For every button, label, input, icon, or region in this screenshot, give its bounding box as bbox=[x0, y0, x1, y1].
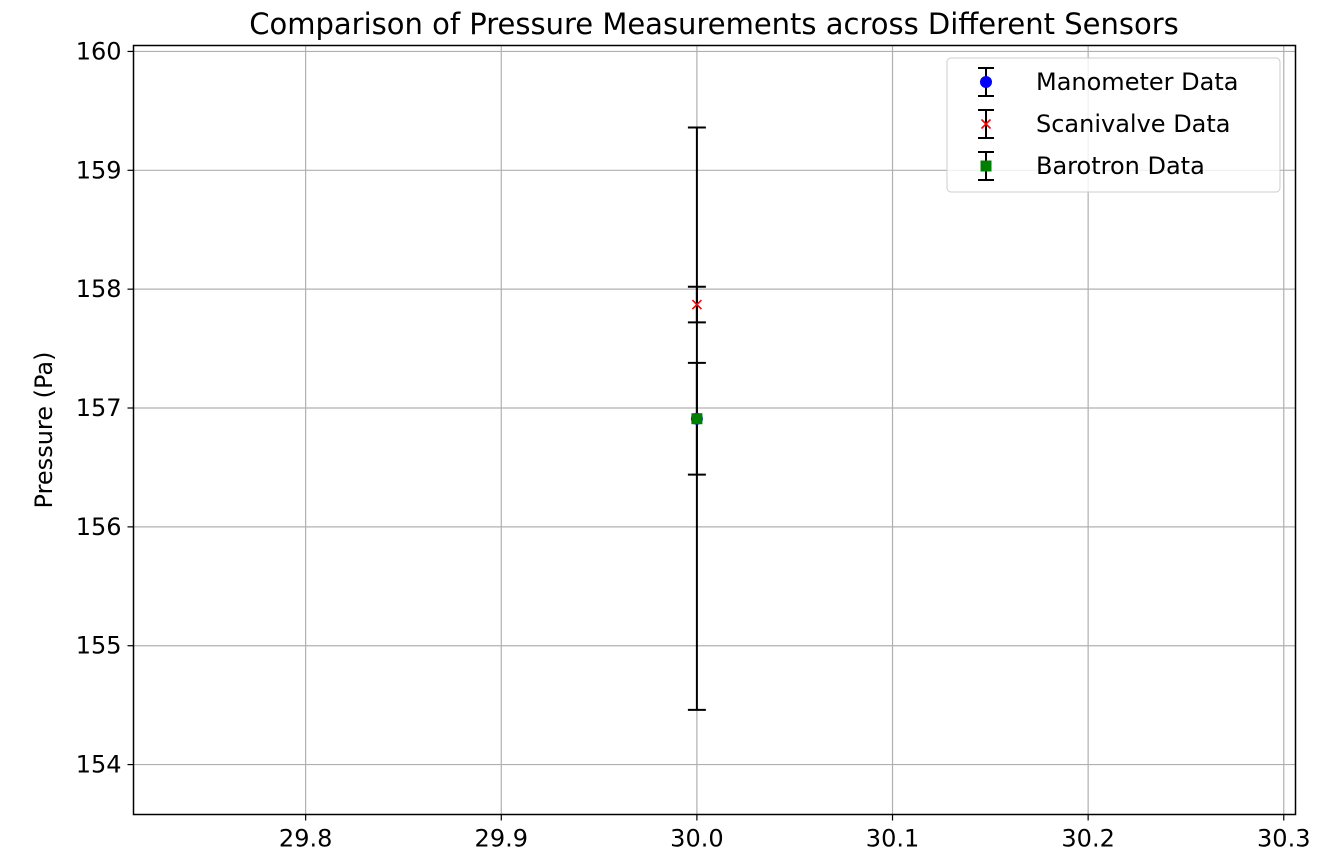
y-tick-label: 157 bbox=[76, 394, 122, 422]
y-tick-label: 156 bbox=[76, 513, 122, 541]
chart-title: Comparison of Pressure Measurements acro… bbox=[249, 7, 1179, 41]
y-tick-label: 155 bbox=[76, 632, 122, 660]
legend: Manometer Data Scanivalve Data Barotron Da… bbox=[946, 57, 1281, 193]
legend-marker bbox=[980, 76, 992, 88]
y-tick-label: 160 bbox=[76, 37, 122, 65]
legend-label: Barotron Data bbox=[1036, 152, 1205, 180]
x-tick-label: 30.1 bbox=[866, 825, 919, 853]
x-tick-label: 29.8 bbox=[279, 825, 332, 853]
legend-entry: Scanivalve Data bbox=[978, 109, 1231, 139]
legend-label: Scanivalve Data bbox=[1036, 110, 1231, 138]
data-point-x bbox=[691, 299, 702, 310]
x-marker-stroke bbox=[980, 118, 992, 130]
plot-data bbox=[687, 126, 706, 711]
y-tick-label: 154 bbox=[76, 751, 122, 779]
x-tick-label: 30.0 bbox=[670, 825, 723, 853]
legend-entry: Barotron Data bbox=[978, 151, 1205, 181]
legend-entry: Manometer Data bbox=[978, 67, 1238, 97]
y-tick-label: 159 bbox=[76, 156, 122, 184]
x-marker-stroke bbox=[691, 299, 702, 310]
x-tick-label: 30.3 bbox=[1257, 825, 1310, 853]
legend-marker bbox=[980, 118, 992, 130]
plot-area-frame bbox=[132, 44, 1297, 816]
x-tick-label: 30.2 bbox=[1061, 825, 1114, 853]
legend-marker bbox=[980, 160, 992, 172]
legend-box bbox=[946, 57, 1281, 193]
x-axis-ticks: 29.8 29.9 30.0 30.1 30.2 30.3 bbox=[279, 814, 1310, 853]
y-axis-ticks: 154 155 156 157 158 159 160 bbox=[76, 37, 134, 779]
x-tick-label: 29.9 bbox=[475, 825, 528, 853]
legend-label: Manometer Data bbox=[1036, 68, 1238, 96]
y-tick-label: 158 bbox=[76, 275, 122, 303]
y-axis-label: Pressure (Pa) bbox=[30, 352, 58, 509]
data-point-square bbox=[691, 413, 703, 425]
